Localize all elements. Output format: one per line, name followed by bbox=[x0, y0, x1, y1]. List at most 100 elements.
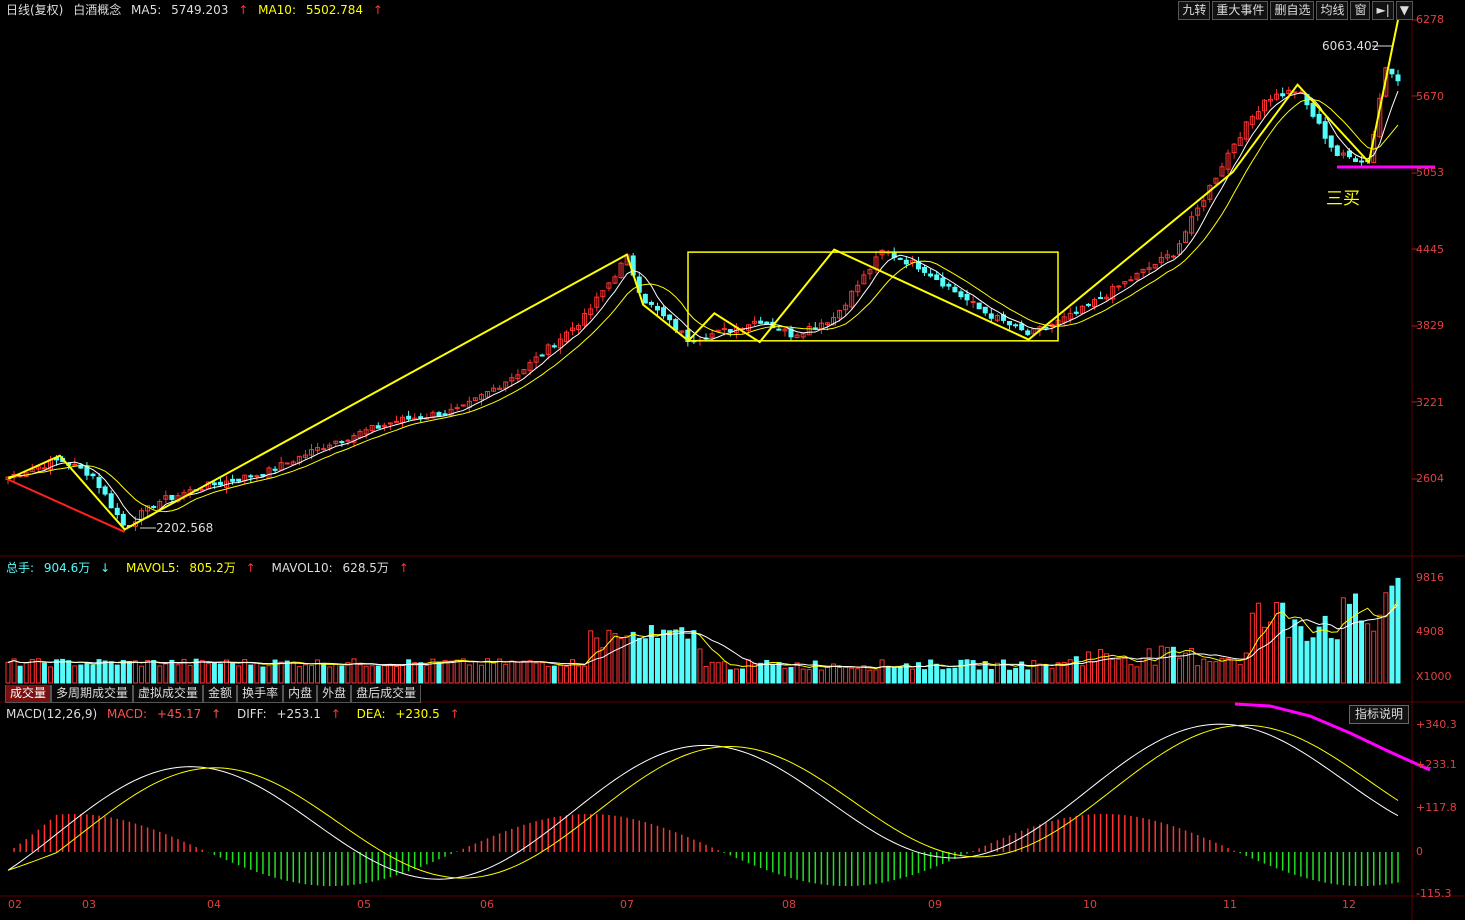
volume-bar bbox=[1049, 667, 1055, 684]
x-tick: 05 bbox=[357, 898, 371, 911]
jiuzhuan-button[interactable]: 九转 bbox=[1178, 1, 1211, 20]
volume-bar bbox=[903, 663, 909, 684]
tab-outer[interactable]: 外盘 bbox=[317, 685, 352, 703]
candle-body bbox=[1274, 93, 1280, 100]
volume-bar bbox=[849, 667, 855, 684]
volume-bar bbox=[1365, 623, 1371, 684]
volume-bar bbox=[248, 664, 254, 684]
candle-body bbox=[230, 478, 236, 482]
volume-bar bbox=[242, 659, 248, 684]
candle-body bbox=[569, 327, 575, 331]
candle-body bbox=[72, 463, 78, 466]
volume-bar bbox=[290, 661, 296, 684]
ma5-line bbox=[7, 90, 1399, 521]
mavol5-label: MAVOL5: 805.2万 ↑ bbox=[126, 561, 262, 575]
volume-bar bbox=[934, 663, 940, 684]
ma-button[interactable]: 均线 bbox=[1316, 1, 1349, 20]
volume-bar bbox=[661, 629, 667, 684]
volume-bar bbox=[928, 659, 934, 684]
volume-bar bbox=[145, 660, 151, 684]
remove-watchlist-button[interactable]: 删自选 bbox=[1270, 1, 1315, 20]
volume-bar bbox=[776, 661, 782, 684]
volume-bar bbox=[132, 660, 138, 684]
candle-body bbox=[940, 277, 946, 287]
volume-bar bbox=[1255, 602, 1261, 684]
tab-inner[interactable]: 内盘 bbox=[283, 685, 318, 703]
candle-body bbox=[1219, 166, 1225, 177]
candle-body bbox=[1322, 121, 1328, 139]
candle-body bbox=[448, 408, 454, 416]
volume-bar bbox=[284, 660, 290, 684]
volume-bar bbox=[1164, 646, 1170, 684]
candle-body bbox=[849, 290, 855, 308]
tab-multi-period-volume[interactable]: 多周期成交量 bbox=[51, 685, 134, 703]
tab-turnover[interactable]: 换手率 bbox=[237, 685, 284, 703]
volume-bar bbox=[357, 664, 363, 684]
candle-body bbox=[248, 475, 254, 478]
arrow-up-icon: ↑ bbox=[398, 561, 409, 575]
volume-bar bbox=[224, 659, 230, 684]
volume-tick: 4908 bbox=[1416, 625, 1444, 638]
volume-bar bbox=[1310, 637, 1316, 684]
tab-virtual-volume[interactable]: 虚拟成交量 bbox=[133, 685, 204, 703]
volume-bar bbox=[697, 648, 703, 684]
candle-body bbox=[151, 506, 157, 509]
skip-end-icon[interactable]: ►| bbox=[1372, 1, 1394, 20]
volume-bar bbox=[29, 659, 35, 684]
volume-bar bbox=[1098, 648, 1104, 684]
dea-value: +230.5 bbox=[395, 707, 440, 721]
tab-volume[interactable]: 成交量 bbox=[5, 685, 52, 703]
volume-bar bbox=[114, 664, 120, 684]
candle-body bbox=[460, 404, 466, 407]
volume-bar bbox=[679, 627, 685, 684]
volume-bar bbox=[497, 658, 503, 684]
ma10-key: MA10: bbox=[258, 3, 296, 17]
candle-body bbox=[102, 486, 108, 495]
volume-bar bbox=[278, 661, 284, 684]
arrow-up-icon: ↑ bbox=[211, 707, 222, 721]
mavol10-line bbox=[7, 604, 1399, 669]
volume-bar bbox=[1037, 663, 1043, 684]
candle-body bbox=[600, 290, 606, 298]
dea-line bbox=[7, 724, 1399, 879]
volume-bar bbox=[673, 629, 679, 684]
volume-bar bbox=[812, 660, 818, 684]
mavol5-value: 805.2万 bbox=[189, 561, 236, 575]
candle-body bbox=[843, 304, 849, 311]
volume-bar bbox=[1213, 661, 1219, 684]
volume-bar bbox=[381, 664, 387, 684]
volume-bar bbox=[994, 662, 1000, 684]
candle-body bbox=[515, 374, 521, 380]
volume-bar bbox=[1019, 661, 1025, 684]
tab-after-hours-volume[interactable]: 盘后成交量 bbox=[351, 685, 422, 703]
volume-bar bbox=[175, 664, 181, 684]
volume-label: 总手: 904.6万 ↓ bbox=[6, 561, 116, 575]
volume-bar bbox=[1261, 626, 1267, 684]
volume-bar bbox=[727, 669, 733, 684]
tab-amount[interactable]: 金额 bbox=[203, 685, 238, 703]
volume-bar bbox=[1189, 647, 1195, 684]
window-button[interactable]: 窗 bbox=[1350, 1, 1371, 20]
volume-bar bbox=[442, 660, 448, 684]
volume-bar bbox=[618, 637, 624, 684]
volume-bar bbox=[831, 663, 837, 684]
volume-bar bbox=[1158, 645, 1164, 684]
candle-body bbox=[1213, 177, 1219, 184]
volume-bar bbox=[576, 665, 582, 684]
candle-body bbox=[1195, 207, 1201, 216]
macd-divergence-line bbox=[1234, 702, 1431, 772]
candle-body bbox=[254, 475, 260, 478]
candle-body bbox=[1383, 67, 1389, 97]
volume-bar bbox=[539, 662, 545, 684]
major-events-button[interactable]: 重大事件 bbox=[1212, 1, 1269, 20]
volume-bar bbox=[1195, 665, 1201, 684]
chevron-down-icon[interactable]: ▼ bbox=[1395, 1, 1413, 20]
candle-body bbox=[351, 434, 357, 443]
volume-bar bbox=[1274, 601, 1280, 684]
indicator-explain-button[interactable]: 指标说明 bbox=[1349, 705, 1410, 724]
diff-key: DIFF: bbox=[236, 707, 267, 721]
candle-body bbox=[1231, 143, 1237, 153]
candle-body bbox=[90, 473, 96, 477]
mavol5-line bbox=[7, 600, 1399, 670]
